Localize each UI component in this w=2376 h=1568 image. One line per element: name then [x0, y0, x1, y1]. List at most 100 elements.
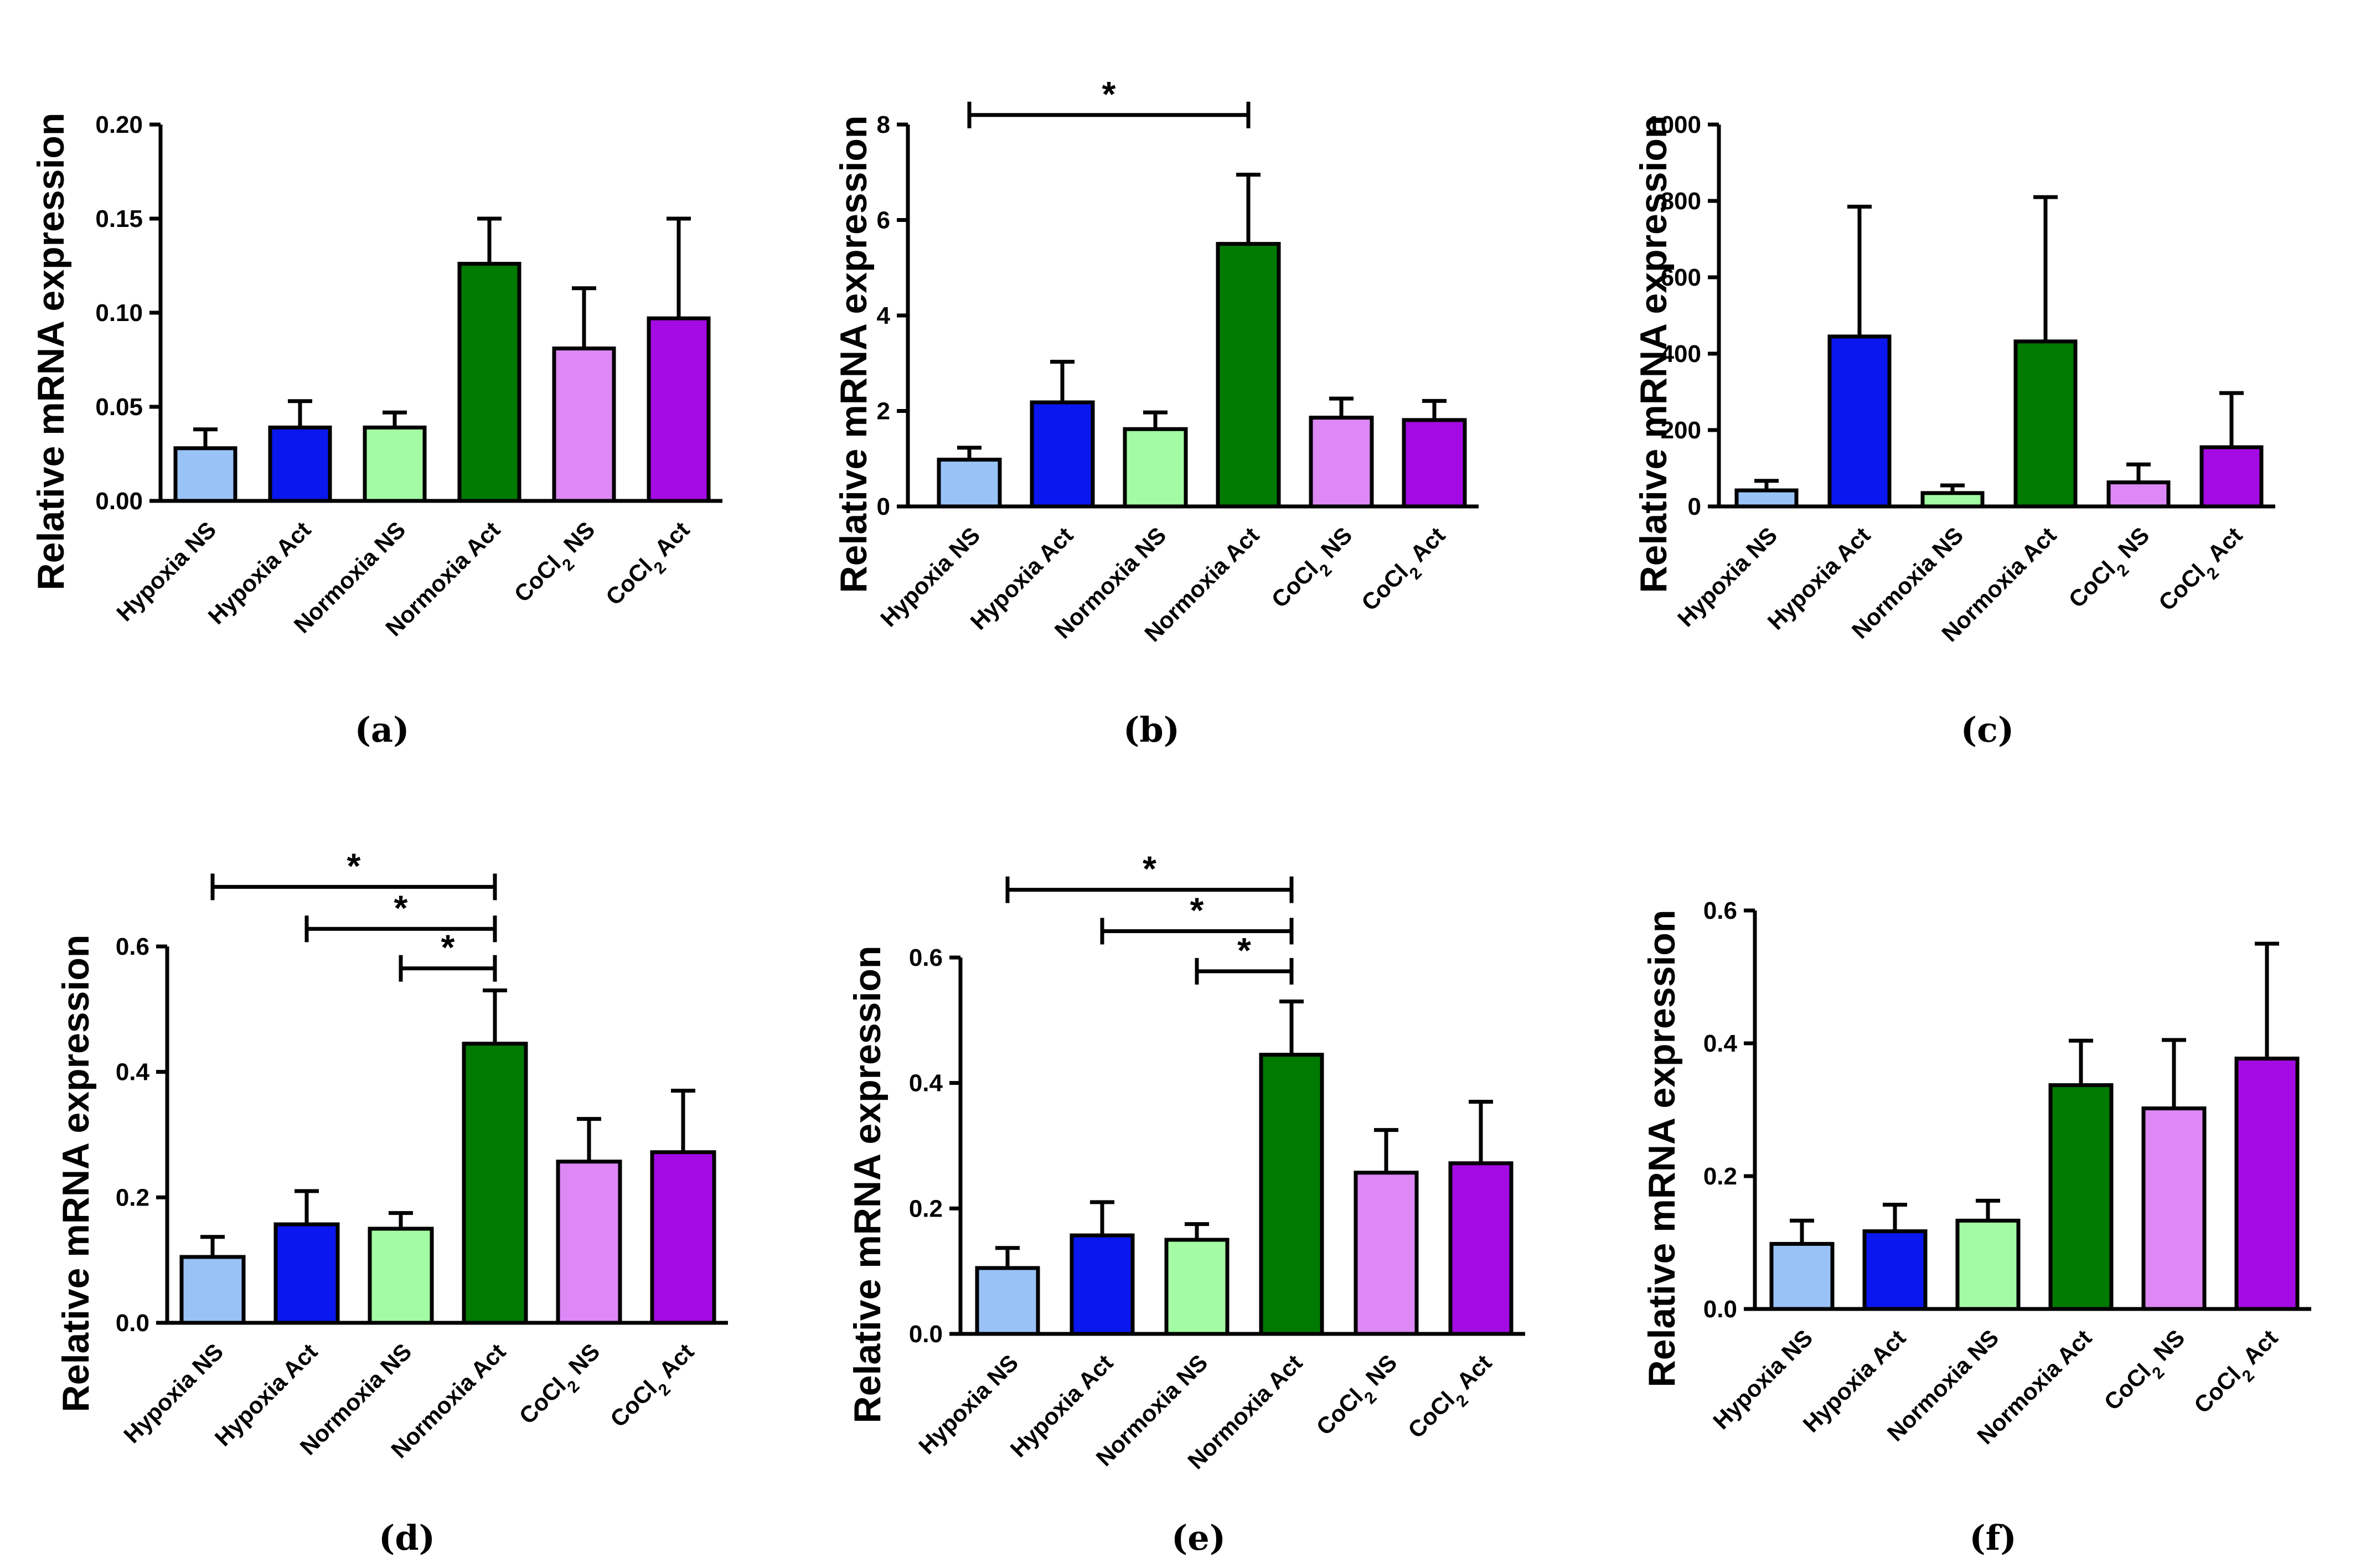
- significance-star: *: [1190, 890, 1204, 930]
- significance-star: *: [1102, 74, 1116, 114]
- x-tick-label: CoCl2 NS: [1311, 1349, 1408, 1446]
- x-tick-label: CoCl2 Act: [605, 1338, 705, 1438]
- y-tick-label: 400: [1661, 340, 1701, 368]
- x-tick-label: CoCl2 Act: [601, 516, 700, 616]
- y-axis-title: Relative mRNA expression: [846, 946, 889, 1424]
- bar-normoxia-ns: [363, 425, 427, 503]
- y-tick-label: 0.4: [1703, 1030, 1738, 1057]
- x-tick-label: CoCl2 Act: [1356, 522, 1456, 622]
- significance-star: *: [347, 846, 361, 886]
- y-tick-label: 800: [1661, 188, 1701, 215]
- y-tick-label: 0.00: [95, 488, 143, 515]
- y-tick-label: 0: [877, 493, 890, 520]
- panel-label: (c): [1961, 710, 2014, 750]
- bar-normoxia-act: [1259, 1053, 1324, 1336]
- significance-star: *: [1143, 849, 1156, 889]
- y-axis-title: Relative mRNA expression: [1633, 116, 1675, 593]
- significance-star: *: [441, 928, 455, 967]
- bar-hypoxia-ns: [937, 457, 1002, 509]
- bar-normoxia-act: [1216, 242, 1281, 509]
- x-tick-label: CoCl2 NS: [2064, 522, 2160, 618]
- x-tick-label: CoCl2 NS: [1267, 522, 1363, 618]
- y-tick-label: 1000: [1647, 111, 1701, 138]
- bar-hypoxia-ns: [1734, 488, 1799, 509]
- y-tick-label: 600: [1661, 264, 1701, 291]
- bar-cocl2-ns: [556, 1160, 622, 1325]
- bar-normoxia-act: [457, 262, 521, 503]
- bar-cocl2-ns: [2141, 1106, 2207, 1311]
- y-axis-title: Relative mRNA expression: [833, 116, 875, 593]
- bar-normoxia-ns: [1164, 1238, 1230, 1336]
- bar-hypoxia-ns: [179, 1255, 246, 1325]
- bar-hypoxia-act: [1827, 334, 1892, 509]
- bar-hypoxia-ns: [975, 1266, 1040, 1336]
- bar-cocl2-act: [2199, 445, 2264, 509]
- panel-label: (f): [1969, 1518, 2016, 1558]
- x-tick-label: CoCl2 NS: [514, 1338, 611, 1435]
- y-tick-label: 0.2: [1703, 1163, 1737, 1190]
- y-tick-label: 200: [1661, 417, 1701, 444]
- bar-normoxia-ns: [1123, 427, 1188, 509]
- y-tick-label: 0.20: [95, 111, 143, 138]
- panel-label: (d): [379, 1518, 435, 1558]
- y-tick-label: 0.0: [909, 1321, 943, 1348]
- bar-normoxia-ns: [368, 1227, 434, 1325]
- y-tick-label: 4: [877, 302, 891, 329]
- bar-hypoxia-act: [1070, 1233, 1135, 1336]
- bar-hypoxia-act: [273, 1222, 340, 1325]
- bar-cocl2-ns: [552, 346, 616, 503]
- y-tick-label: 0: [1688, 493, 1701, 520]
- y-tick-label: 2: [877, 398, 890, 425]
- bar-cocl2-act: [1448, 1161, 1514, 1336]
- bar-cocl2-act: [1402, 418, 1467, 509]
- significance-star: *: [394, 888, 408, 928]
- y-tick-label: 0.05: [95, 394, 143, 421]
- y-tick-label: 0.2: [116, 1184, 149, 1211]
- y-tick-label: 0.4: [116, 1059, 150, 1086]
- y-tick-label: 8: [877, 111, 890, 138]
- bar-cocl2-ns: [1354, 1171, 1419, 1336]
- bar-hypoxia-act: [268, 425, 332, 503]
- bar-hypoxia-ns: [1769, 1241, 1835, 1311]
- bar-hypoxia-ns: [173, 446, 237, 503]
- bar-cocl2-act: [650, 1150, 716, 1325]
- bar-cocl2-act: [647, 316, 711, 503]
- bar-cocl2-ns: [1309, 416, 1374, 509]
- bar-hypoxia-act: [1030, 400, 1095, 509]
- x-tick-label: CoCl2 NS: [2099, 1324, 2196, 1421]
- y-tick-label: 6: [877, 207, 890, 234]
- x-tick-label: CoCl2 Act: [1403, 1349, 1502, 1449]
- bar-normoxia-act: [2048, 1083, 2114, 1311]
- y-tick-label: 0.10: [95, 299, 143, 327]
- bar-cocl2-ns: [2106, 480, 2171, 509]
- bar-normoxia-ns: [1920, 491, 1985, 509]
- bar-normoxia-ns: [1955, 1218, 2021, 1311]
- y-tick-label: 0.6: [909, 944, 943, 971]
- y-axis-title: Relative mRNA expression: [55, 935, 97, 1412]
- panel-a: 0.00 0.05 0.10 0.15 0.20 Relative mRNA expres…: [30, 111, 722, 750]
- panel-label: (b): [1123, 710, 1180, 750]
- y-tick-label: 0.15: [95, 205, 143, 232]
- y-tick-label: 0.0: [1703, 1296, 1737, 1323]
- x-tick-label: CoCl2 Act: [2189, 1324, 2289, 1424]
- y-tick-label: 0.2: [909, 1195, 943, 1222]
- x-tick-label: CoCl2 Act: [2153, 522, 2253, 622]
- bar-hypoxia-act: [1862, 1229, 1928, 1311]
- panel-label: (e): [1171, 1518, 1226, 1558]
- bar-normoxia-act: [462, 1042, 528, 1325]
- x-tick-label: CoCl2 NS: [509, 516, 606, 613]
- y-tick-label: 0.6: [1703, 897, 1737, 924]
- panel-label: (a): [355, 710, 410, 750]
- y-tick-label: 0.0: [116, 1310, 149, 1337]
- y-tick-label: 0.4: [909, 1070, 943, 1097]
- bar-normoxia-act: [2013, 339, 2078, 509]
- y-tick-label: 0.6: [116, 933, 149, 960]
- y-axis-title: Relative mRNA expression: [30, 113, 72, 591]
- bar-cocl2-act: [2234, 1057, 2300, 1311]
